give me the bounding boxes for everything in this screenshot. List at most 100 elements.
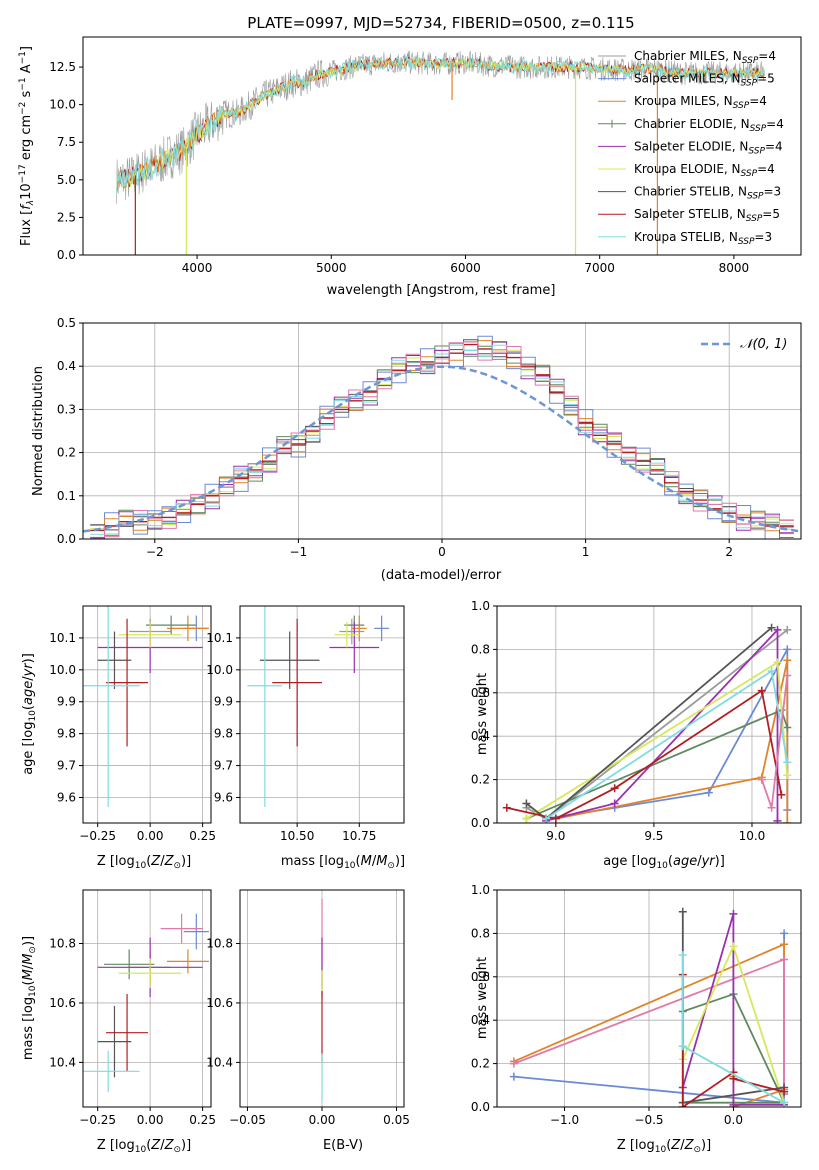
series-point xyxy=(783,819,792,823)
spectrum-lines xyxy=(116,50,765,255)
histogram-step xyxy=(90,341,794,539)
y-tick-label: 0.0 xyxy=(471,1100,490,1114)
plot-frame xyxy=(82,889,212,1108)
mass-weight-vs-metallicity-panel: −1.0 −0.5 0.0 0.0 0.2 0.4 0.6 0.8 1.0 Z [log10(Z… xyxy=(471,883,802,1155)
series-point xyxy=(542,814,551,823)
series-point xyxy=(783,771,792,780)
errorbar xyxy=(83,1050,140,1093)
y-axis-label: mass [log10(M/M⊙)] xyxy=(21,936,38,1060)
errorbar xyxy=(160,913,203,944)
series-point xyxy=(509,1059,518,1068)
series-point xyxy=(509,1072,518,1081)
x-tick-label: 9.0 xyxy=(546,829,565,843)
y-tick-label: 0.0 xyxy=(57,532,76,546)
x-tick-label: 4000 xyxy=(182,261,213,275)
y-tick-label: 7.5 xyxy=(57,135,76,149)
x-tick-label: 0.05 xyxy=(383,1113,410,1127)
series-line xyxy=(545,627,779,822)
x-tick-label: 10.75 xyxy=(342,829,376,843)
mass-vs-extinction-panel: −0.05 0.00 0.05 10.4 10.6 10.8 E(B-V) xyxy=(206,889,410,1153)
x-tick-label: −1 xyxy=(290,545,308,559)
x-tick-label: 1 xyxy=(582,545,590,559)
chart-title: PLATE=0997, MJD=52734, FIBERID=0500, z=0… xyxy=(247,14,634,32)
histogram-step xyxy=(90,343,794,536)
age-vs-mass-panel: 10.50 10.75 9.6 9.7 9.8 9.9 10.0 10.1 mass [log… xyxy=(206,605,405,871)
y-tick-label: 10.4 xyxy=(206,1055,233,1069)
y-tick-label: 10.4 xyxy=(49,1055,76,1069)
errorbar xyxy=(97,1005,132,1078)
series-point xyxy=(502,803,511,812)
series-point xyxy=(678,1042,687,1051)
series-point xyxy=(773,658,782,667)
series-point xyxy=(783,645,792,654)
x-axis-label: Z [log10(Z/Z⊙)] xyxy=(97,854,191,871)
y-axis-label: Normed distribution xyxy=(31,366,46,496)
x-tick-label: 10.50 xyxy=(280,829,314,843)
series-point xyxy=(729,1074,738,1083)
x-tick-label: 0 xyxy=(438,545,446,559)
y-tick-label: 0.4 xyxy=(471,729,490,743)
y-tick-label: 0.8 xyxy=(471,642,490,656)
x-axis-label: mass [log10(M/M⊙)] xyxy=(281,854,405,871)
errorbar xyxy=(166,949,209,974)
series-point xyxy=(522,799,531,808)
histogram-step xyxy=(90,341,794,538)
histogram-step xyxy=(90,341,794,539)
series-point xyxy=(767,803,776,812)
y-tick-label: 9.7 xyxy=(57,759,76,773)
errorbar xyxy=(97,631,132,689)
series-point xyxy=(522,814,531,823)
y-tick-label: 10.0 xyxy=(49,663,76,677)
errorbar xyxy=(334,621,360,648)
series-point xyxy=(610,784,619,793)
y-tick-label: 5.0 xyxy=(57,173,76,187)
errorbar xyxy=(83,606,140,808)
normal-curve xyxy=(83,365,799,533)
series-point xyxy=(767,623,776,632)
plot-frame xyxy=(496,605,802,824)
series-lines xyxy=(502,623,792,823)
y-tick-label: 10.8 xyxy=(49,937,76,951)
y-tick-label: 0.2 xyxy=(471,1057,490,1071)
y-tick-label: 9.9 xyxy=(214,695,233,709)
y-tick-label: 0.8 xyxy=(471,926,490,940)
y-tick-label: 0.6 xyxy=(471,970,490,984)
series-point xyxy=(783,723,792,732)
y-tick-label: 10.0 xyxy=(206,663,233,677)
series-point xyxy=(780,1087,789,1096)
y-tick-label: 1.0 xyxy=(471,883,490,897)
model-spectrum-line xyxy=(116,55,765,194)
y-tick-label: 9.7 xyxy=(214,759,233,773)
plot-frame xyxy=(82,605,212,824)
x-tick-label: −0.5 xyxy=(634,1113,663,1127)
errorbar xyxy=(166,615,209,642)
y-tick-label: 10.1 xyxy=(206,631,233,645)
errorbar xyxy=(103,949,155,980)
legend-label: Salpeter MILES, NSSP=5 xyxy=(634,72,775,89)
errorbar xyxy=(145,615,197,635)
y-axis-label: mass weight xyxy=(475,673,490,755)
x-tick-label: −1.0 xyxy=(550,1113,579,1127)
series-point xyxy=(757,775,766,784)
series-point xyxy=(783,656,792,665)
y-tick-label: 0.1 xyxy=(57,489,76,503)
x-tick-label: 5000 xyxy=(316,261,347,275)
series-point xyxy=(551,814,560,823)
series-point xyxy=(780,929,789,938)
errorbars xyxy=(83,606,209,808)
legend-label: Chabrier MILES, NSSP=4 xyxy=(634,49,776,66)
y-tick-label: 10.0 xyxy=(49,98,76,112)
series-point xyxy=(767,667,776,676)
legend: 𝒩(0, 1) xyxy=(701,337,787,352)
series-point xyxy=(704,788,713,797)
errorbar xyxy=(183,913,209,950)
y-tick-label: 12.5 xyxy=(49,60,76,74)
x-axis-label: age [log10(age/yr)] xyxy=(603,854,725,871)
plot-frame xyxy=(239,605,405,824)
y-tick-label: 0.4 xyxy=(471,1013,490,1027)
errorbar xyxy=(106,994,149,1072)
errorbar xyxy=(259,631,320,689)
x-tick-label: 0.0 xyxy=(724,1113,743,1127)
y-tick-label: 10.6 xyxy=(49,996,76,1010)
age-vs-metallicity-panel: −0.25 0.00 0.25 9.6 9.7 9.8 9.9 10.0 10.1 Z [log… xyxy=(21,605,216,871)
